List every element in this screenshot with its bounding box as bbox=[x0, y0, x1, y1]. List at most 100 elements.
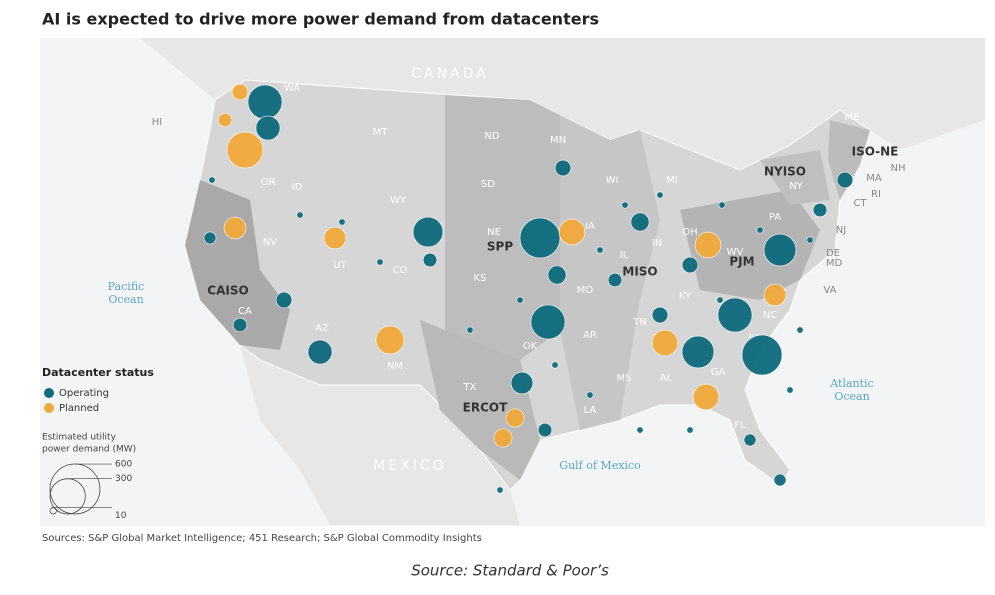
datacenter-bubble bbox=[554, 159, 572, 177]
place-label: ID bbox=[292, 182, 303, 193]
datacenter-bubble bbox=[806, 236, 814, 244]
legend-label: Planned bbox=[59, 403, 99, 414]
place-label: NM bbox=[387, 361, 403, 372]
place-label: PJM bbox=[729, 255, 754, 269]
datacenter-bubble bbox=[547, 265, 567, 285]
datacenter-bubble bbox=[516, 296, 524, 304]
datacenter-bubble bbox=[510, 371, 534, 395]
place-label: PA bbox=[769, 212, 781, 223]
place-label: GA bbox=[711, 367, 726, 378]
spp-region bbox=[445, 95, 560, 360]
datacenter-bubble bbox=[537, 422, 553, 438]
datacenter-bubble bbox=[630, 212, 650, 232]
place-label: TN bbox=[632, 317, 647, 328]
size-legend-label: 600 bbox=[115, 460, 132, 470]
place-label: IL bbox=[620, 250, 629, 261]
place-label: MEXICO bbox=[373, 458, 446, 474]
place-label: OK bbox=[523, 341, 538, 352]
datacenter-bubble bbox=[586, 391, 594, 399]
datacenter-bubble bbox=[376, 258, 384, 266]
place-label: Ocean bbox=[834, 390, 869, 403]
place-label: NH bbox=[891, 163, 906, 174]
place-label: MI bbox=[666, 175, 678, 186]
datacenter-bubble bbox=[496, 486, 504, 494]
datacenter-bubble bbox=[422, 252, 438, 268]
place-label: UT bbox=[333, 260, 347, 271]
datacenter-bubble bbox=[412, 216, 444, 248]
datacenter-bubble bbox=[836, 171, 854, 189]
miso-region bbox=[530, 100, 660, 430]
place-label: NJ bbox=[836, 225, 846, 236]
datacenter-bubble bbox=[656, 191, 664, 199]
sources: Sources: S&P Global Market Intelligence;… bbox=[42, 533, 482, 544]
datacenter-bubble bbox=[741, 334, 783, 376]
place-label: MS bbox=[617, 373, 632, 384]
datacenter-bubble bbox=[607, 272, 623, 288]
place-label: OR bbox=[261, 177, 276, 188]
place-label: AR bbox=[583, 330, 597, 341]
place-label: ISO-NE bbox=[852, 145, 899, 159]
datacenter-bubble bbox=[786, 386, 794, 394]
place-label: FL bbox=[734, 420, 746, 431]
place-label: CA bbox=[238, 306, 252, 317]
place-label: CANADA bbox=[411, 66, 489, 82]
size-legend-title: Estimated utility bbox=[42, 433, 117, 443]
datacenter-bubble bbox=[217, 112, 233, 128]
place-label: VA bbox=[823, 285, 836, 296]
place-label: MN bbox=[550, 135, 566, 146]
place-label: IA bbox=[585, 221, 595, 232]
datacenter-bubble bbox=[812, 202, 828, 218]
datacenter-bubble bbox=[651, 306, 669, 324]
place-label: LA bbox=[584, 405, 597, 416]
datacenter-bubble bbox=[796, 326, 804, 334]
datacenter-bubble bbox=[717, 297, 753, 333]
place-label: NV bbox=[263, 237, 277, 248]
place-label: MT bbox=[373, 127, 389, 138]
datacenter-bubble bbox=[596, 246, 604, 254]
place-label: NY bbox=[789, 181, 803, 192]
datacenter-bubble bbox=[686, 426, 694, 434]
datacenter-bubble bbox=[375, 325, 405, 355]
datacenter-bubble bbox=[519, 217, 561, 259]
datacenter-bubble bbox=[651, 329, 679, 357]
place-label: WA bbox=[284, 83, 300, 94]
datacenter-bubble bbox=[208, 176, 216, 184]
datacenter-bubble bbox=[338, 218, 346, 226]
datacenter-bubble bbox=[231, 83, 249, 101]
datacenter-bubble bbox=[763, 233, 797, 267]
place-label: Ocean bbox=[108, 293, 143, 306]
place-label: CO bbox=[393, 265, 408, 276]
place-label: NC bbox=[763, 310, 777, 321]
datacenter-bubble bbox=[636, 426, 644, 434]
legend-title: Datacenter status bbox=[42, 366, 154, 379]
place-label: SPP bbox=[487, 240, 513, 254]
datacenter-bubble bbox=[296, 211, 304, 219]
datacenter-bubble bbox=[681, 335, 715, 369]
datacenter-bubble bbox=[551, 361, 559, 369]
datacenter-bubble bbox=[275, 291, 293, 309]
place-label: ND bbox=[484, 131, 499, 142]
place-label: MO bbox=[577, 285, 594, 296]
place-label: MA bbox=[866, 173, 882, 184]
nyiso-region bbox=[760, 150, 830, 205]
datacenter-bubble bbox=[323, 226, 347, 250]
place-label: WY bbox=[390, 195, 407, 206]
place-label: TX bbox=[463, 382, 477, 393]
datacenter-bubble bbox=[247, 84, 283, 120]
datacenter-bubble bbox=[203, 231, 217, 245]
place-label: RI bbox=[871, 189, 881, 200]
place-label: AL bbox=[660, 373, 673, 384]
place-label: KS bbox=[474, 273, 487, 284]
mexico bbox=[240, 345, 520, 525]
place-label: NE bbox=[487, 227, 501, 238]
datacenter-bubble bbox=[493, 428, 513, 448]
place-label: Pacific bbox=[108, 280, 145, 293]
place-label: ERCOT bbox=[463, 401, 508, 415]
place-label: DE bbox=[826, 248, 840, 259]
place-label: WV bbox=[727, 247, 744, 258]
place-label: NYISO bbox=[764, 165, 806, 179]
datacenter-bubble bbox=[694, 231, 722, 259]
size-legend-label: 10 bbox=[115, 511, 127, 521]
